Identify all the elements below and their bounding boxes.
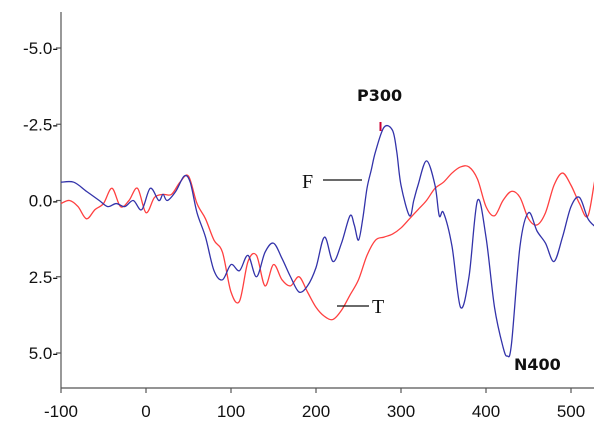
y-tick-label: 0.0-: [29, 192, 58, 211]
series-layer: [60, 124, 594, 358]
x-tick-label: 100: [217, 402, 245, 421]
y-tick-label: 5.0-: [29, 344, 58, 363]
t-label: T: [372, 296, 384, 318]
x-tick-label: 200: [302, 402, 330, 421]
y-tick-label: 2.5-: [29, 268, 58, 287]
n400-label: N400: [514, 355, 561, 374]
f-label: F: [302, 171, 313, 193]
series-line-t: [60, 165, 594, 321]
x-tick-label: -100: [44, 402, 78, 421]
x-tick-label: 400: [472, 402, 500, 421]
y-tick-label: -2.5-: [23, 115, 58, 134]
x-tick-label: 500: [557, 402, 585, 421]
x-axis: -100 0 100 200 300 400 500: [44, 387, 594, 421]
p300-label: P300: [357, 86, 402, 105]
x-tick-label: 0: [141, 402, 150, 421]
y-axis: -5.0- -2.5- 0.0- 2.5- 5.0-: [23, 12, 62, 388]
x-tick-label: 300: [387, 402, 415, 421]
y-tick-label: -5.0-: [23, 39, 58, 58]
series-line-f: [60, 124, 594, 358]
